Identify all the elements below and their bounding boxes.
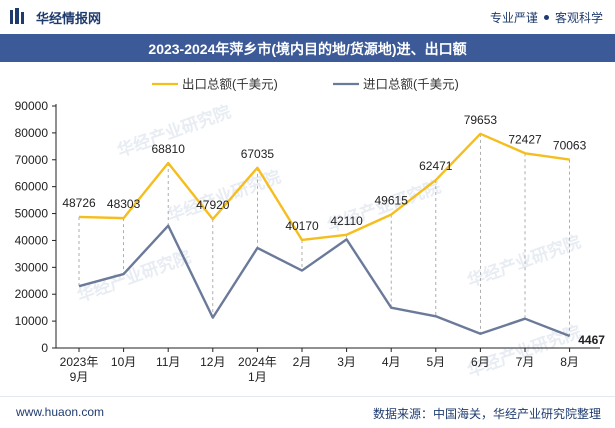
export-data-label: 79653 [464, 113, 498, 127]
export-data-label: 47920 [196, 198, 230, 212]
import-data-label: 4467 [578, 333, 605, 347]
y-tick-label: 60000 [15, 180, 49, 194]
export-data-label: 48303 [107, 197, 141, 211]
legend-label: 出口总额(千美元) [182, 78, 278, 92]
page-header: 华经情报网 专业严谨 客观科学 [0, 0, 615, 34]
y-tick-label: 0 [41, 341, 48, 355]
y-tick-label: 70000 [15, 153, 49, 167]
brand-logo-icon [10, 8, 24, 24]
x-tick-label: 6月 [471, 355, 490, 369]
y-tick-label: 10000 [15, 314, 49, 328]
y-tick-label: 40000 [15, 233, 49, 247]
tagline-separator-dot [543, 15, 549, 21]
line-chart: 华经产业研究院华经产业研究院华经产业研究院华经产业研究院华经产业研究院华经产业研… [15, 78, 606, 385]
export-data-label: 72427 [508, 132, 542, 146]
x-tick-label: 11月 [156, 355, 180, 369]
export-data-label: 70063 [553, 139, 587, 153]
chart-title-bar: 2023-2024年萍乡市(境内目的地/货源地)进、出口额 [0, 34, 615, 62]
tagline-right: 客观科学 [554, 11, 603, 25]
x-tick-label: 12月 [200, 355, 225, 369]
watermark-text: 华经产业研究院 [75, 246, 194, 305]
watermark-text: 华经产业研究院 [165, 166, 284, 225]
watermark-text: 华经产业研究院 [465, 231, 584, 290]
export-data-label: 68810 [152, 142, 186, 156]
y-tick-label: 80000 [15, 126, 49, 140]
export-series-line [78, 132, 570, 242]
export-data-label: 62471 [419, 159, 453, 173]
tagline: 专业严谨 客观科学 [490, 9, 603, 26]
import-series-line [78, 224, 571, 338]
export-data-label: 40170 [285, 219, 319, 233]
export-data-label: 48726 [62, 196, 96, 210]
x-tick-label: 8月 [560, 355, 579, 369]
data-source-note: 数据来源：中国海关，华经产业研究院整理 [372, 407, 601, 421]
page-footer: www.huaon.com 数据来源：中国海关，华经产业研究院整理 [0, 396, 615, 428]
website-url[interactable]: www.huaon.com [16, 405, 105, 419]
y-tick-label: 30000 [15, 260, 49, 274]
x-tick-label: 2月 [293, 355, 312, 369]
export-data-label: 67035 [241, 147, 275, 161]
chart-title: 2023-2024年萍乡市(境内目的地/货源地)进、出口额 [148, 41, 467, 57]
x-tick-label: 4月 [382, 355, 401, 369]
x-tick-label: 3月 [337, 355, 356, 369]
tagline-left: 专业严谨 [489, 11, 538, 25]
export-data-label: 49615 [375, 194, 409, 208]
legend-label: 进口总额(千美元) [363, 78, 459, 92]
x-tick-label: 7月 [516, 355, 535, 369]
x-tick-label: 5月 [426, 355, 445, 369]
y-tick-label: 50000 [15, 207, 49, 221]
x-tick-label: 2024年 1月 [238, 355, 277, 384]
brand-name: 华经情报网 [36, 11, 102, 26]
x-tick-label: 10月 [111, 355, 136, 369]
y-tick-label: 20000 [15, 287, 49, 301]
y-tick-label: 90000 [15, 99, 49, 113]
watermark-text: 华经产业研究院 [465, 321, 584, 380]
x-tick-label: 2023年 9月 [60, 355, 99, 384]
export-data-label: 42110 [330, 214, 363, 228]
